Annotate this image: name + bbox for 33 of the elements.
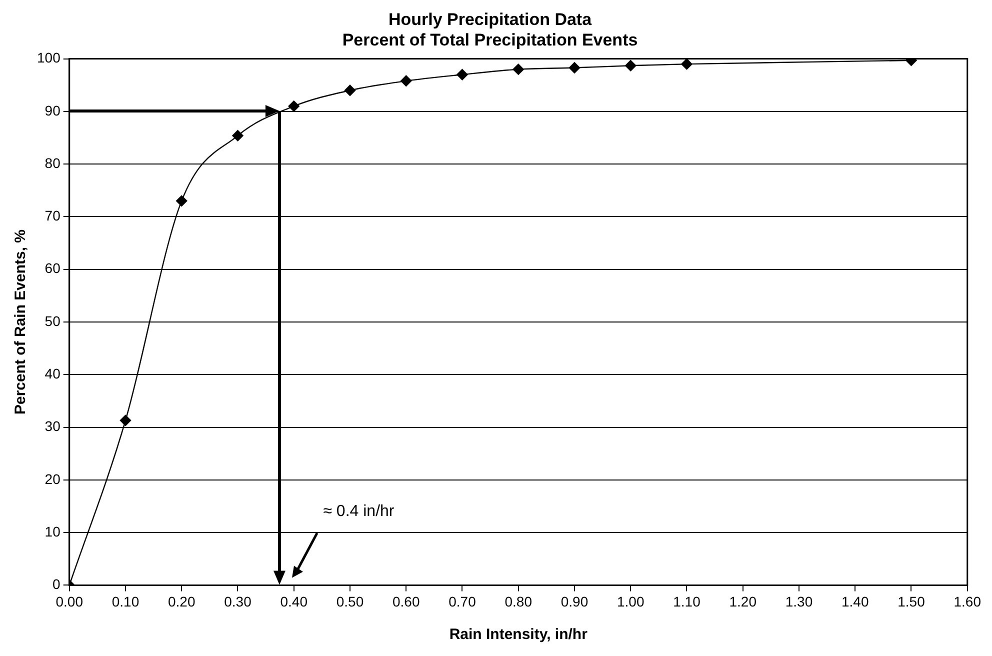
x-tick-label: 0.90 [560,593,588,610]
x-tick-label: 1.30 [785,593,813,610]
y-tick-label: 20 [44,470,61,487]
x-axis-title: Rain Intensity, in/hr [449,626,588,644]
x-tick-label: 1.10 [673,593,701,610]
y-tick-label: 60 [44,260,61,276]
x-tick-label: 0.10 [112,593,140,610]
y-axis-title: Percent of Rain Events, % [12,229,30,415]
x-tick-label: 1.40 [842,593,869,610]
x-tick-label: 0.60 [392,593,420,610]
x-tick-label: 0.40 [280,593,308,610]
x-tick-label: 0.70 [448,593,476,610]
chart-subtitle: Percent of Total Precipitation Events [342,30,638,50]
x-tick-label: 0.50 [336,593,364,610]
y-tick-label: 10 [44,523,61,540]
x-tick-label: 0.80 [504,593,532,610]
x-tick-label: 1.20 [729,593,757,610]
y-tick-label: 50 [44,312,61,329]
y-tick-label: 80 [44,154,61,171]
y-tick-label: 0 [52,576,61,592]
annotation: ≈ 0.4 in/hr [321,502,396,521]
x-tick-label: 0.00 [56,593,84,610]
y-tick-label: 30 [44,418,61,434]
chart-title: Hourly Precipitation Data [388,10,592,29]
x-tick-label: 1.60 [954,593,982,610]
x-tick-label: 0.20 [168,593,196,610]
x-tick-label: 1.00 [616,593,644,610]
x-tick-label: 1.50 [898,593,926,610]
y-tick-label: 70 [44,208,61,224]
y-tick-label: 40 [44,366,61,382]
y-tick-label: 90 [44,102,61,118]
y-tick-label: 100 [37,50,61,66]
x-tick-label: 0.30 [224,593,252,610]
